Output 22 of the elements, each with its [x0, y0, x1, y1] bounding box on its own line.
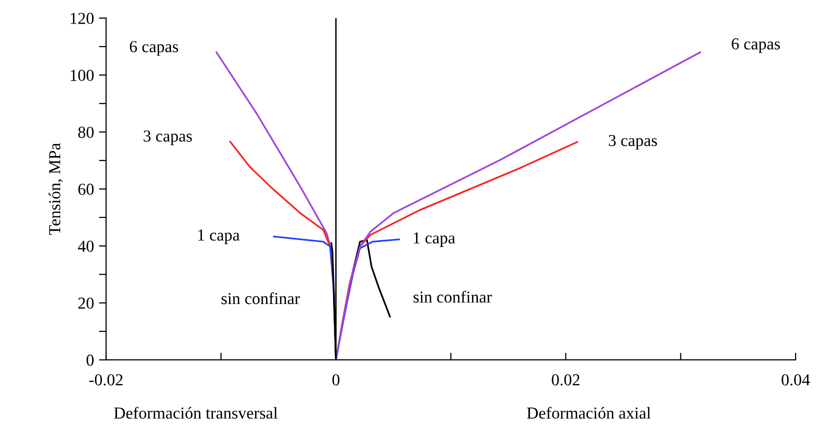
series-label: 1 capa: [414, 232, 456, 247]
y-tick-label: 120: [70, 12, 94, 24]
y-tick-label: 100: [70, 70, 94, 81]
text: 6 capas: [130, 41, 178, 56]
x-tick-label: 0.04: [782, 374, 810, 386]
y-tick-label: 20: [78, 298, 94, 309]
text: 3 capas: [144, 130, 192, 146]
x-tick-label: 0.02: [552, 374, 580, 386]
text: sin confinar: [222, 292, 300, 304]
text: Deformación axial: [526, 406, 651, 419]
y-tick-label: 0: [86, 354, 94, 366]
series-label: sin confinar: [414, 290, 492, 303]
text: Deformación transversal: [114, 406, 278, 419]
x-tick-label: -0.02: [89, 374, 123, 386]
y-tick-label: 80: [78, 126, 94, 138]
series-label: 6 capas: [732, 38, 780, 53]
series-label: 3 capas: [608, 134, 657, 150]
x-tick-label: 0: [332, 374, 340, 386]
y-axis-title: Tensión, MPa: [48, 143, 63, 235]
y-tick-label: 60: [78, 184, 94, 195]
y-tick-label: 40: [78, 240, 94, 252]
text: 1 capa: [198, 230, 240, 244]
